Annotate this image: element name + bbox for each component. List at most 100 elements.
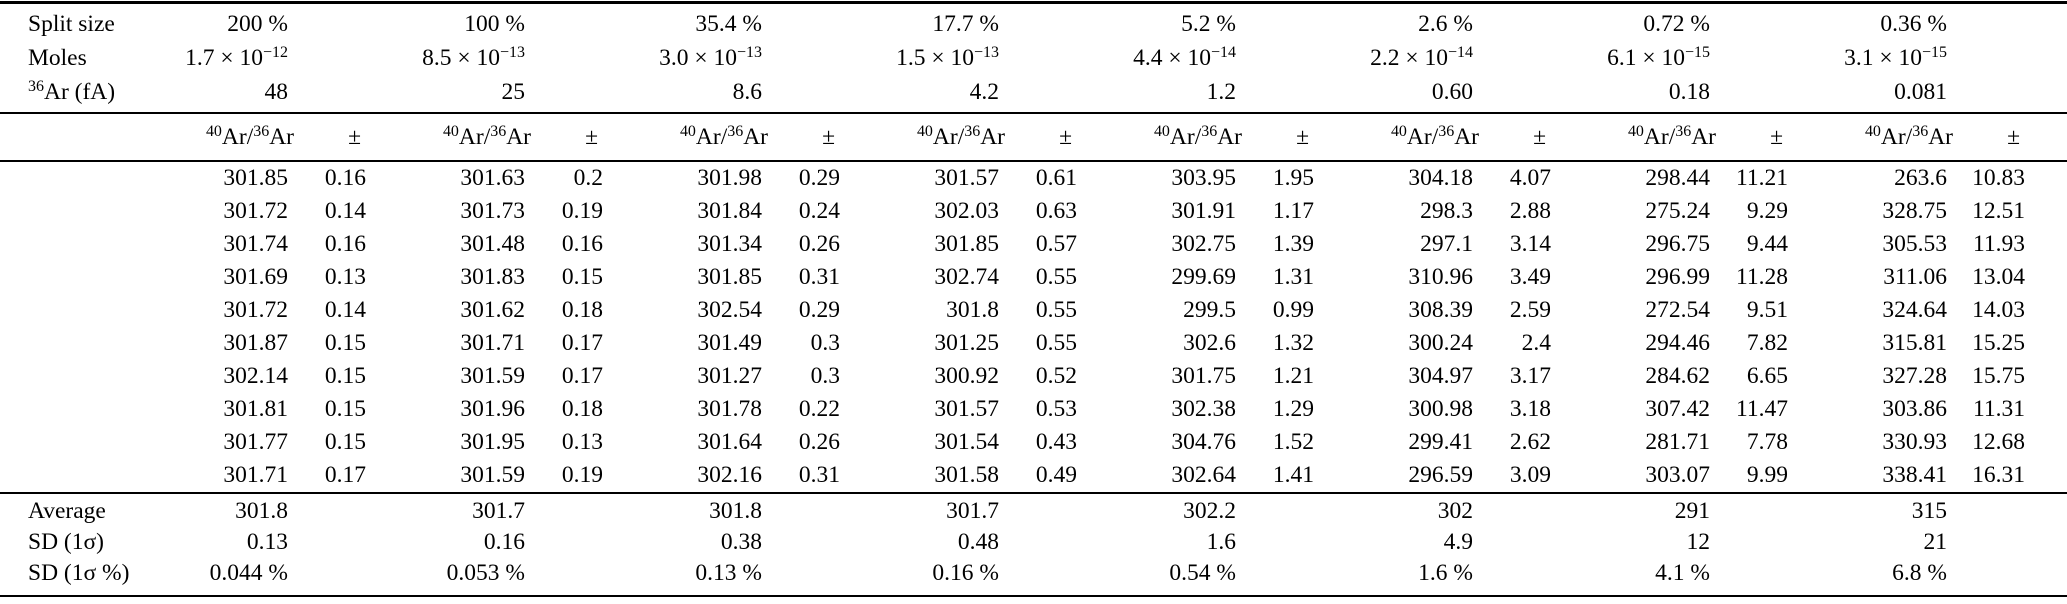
uncertainty-value-cell: 1.32: [1272, 329, 1314, 356]
ratio-value-cell: 302.64: [1171, 461, 1236, 488]
summary-value-cell: 1.6 %: [1418, 559, 1473, 586]
ratio-value-cell: 301.85: [223, 164, 288, 191]
row-label-empty: [0, 426, 170, 459]
uncertainty-value-cell: 0.14: [324, 296, 366, 323]
summary-value-cell: 301.7: [946, 497, 999, 524]
ratio-value-cell: 305.53: [1882, 230, 1947, 257]
superscript: 40: [1390, 122, 1407, 140]
split-column-value: 0.18: [1592, 75, 1829, 109]
measurement-row: 301.71 0.17 301.59 0.19 302.16 0.31 301.58 0.49…: [0, 459, 2067, 492]
uncertainty-value-cell: 0.43: [1035, 428, 1077, 455]
row-label-empty: [0, 360, 170, 393]
superscript: 40: [679, 122, 696, 140]
ratio-column-header: 40Ar/36Ar: [407, 114, 533, 160]
ratio-value-cell: 338.41: [1882, 461, 1947, 488]
split-column-value: 0.72 %: [1592, 7, 1829, 41]
uncertainty-value-cell: 0.24: [798, 197, 840, 224]
ratio-value-cell: 301.84: [697, 197, 762, 224]
split-column-value: 8.6: [644, 75, 881, 109]
split-column-value: 2.2 × 10−14: [1355, 41, 1592, 75]
uncertainty-value-cell: 0.55: [1035, 263, 1077, 290]
uncertainty-value-cell: 0.57: [1035, 230, 1077, 257]
row-label-empty: [0, 459, 170, 492]
text-run: Ar: [1928, 123, 1953, 150]
uncertainty-value-cell: 0.17: [324, 461, 366, 488]
split-column-value: 100 %: [407, 7, 644, 41]
uncertainty-value-cell: 1.95: [1272, 164, 1314, 191]
ratio-value-cell: 301.74: [223, 230, 288, 257]
uncertainty-value-cell: 0.29: [798, 296, 840, 323]
ratio-header-row: 40Ar/36Ar ±40Ar/36Ar ±40Ar/36Ar ±40Ar/36Ar ±…: [0, 114, 2067, 160]
split-column-value: 0.081: [1829, 75, 2066, 109]
summary-value-cell: 301.7: [472, 497, 525, 524]
ratio-value-cell: 301.87: [223, 329, 288, 356]
summary-value-cell: 0.16 %: [932, 559, 999, 586]
split-column-value: 1.2: [1118, 75, 1355, 109]
uncertainty-column-header: ±: [1296, 123, 1309, 150]
rule-after-data: [0, 491, 2067, 494]
uncertainty-value-cell: 12.51: [1972, 197, 2025, 224]
ratio-value-cell: 301.98: [697, 164, 762, 191]
uncertainty-value-cell: 0.19: [561, 461, 603, 488]
ratio-value-cell: 301.71: [223, 461, 288, 488]
ratio-value-cell: 301.85: [934, 230, 999, 257]
uncertainty-value-cell: 0.22: [798, 395, 840, 422]
header-info-row: Moles 1.7 × 10−12 8.5 × 10−13 3.0 × 10−13 1.…: [0, 41, 2067, 75]
text-run: 1.5 × 10: [896, 44, 975, 71]
ratio-value-cell: 301.8: [946, 296, 999, 323]
rule-after-header: [0, 159, 2067, 162]
uncertainty-value-cell: 1.17: [1272, 197, 1314, 224]
text-run: Ar/: [695, 123, 728, 150]
superscript: 40: [1864, 122, 1881, 140]
uncertainty-value-cell: 13.04: [1972, 263, 2025, 290]
ratio-value-cell: 301.57: [934, 395, 999, 422]
uncertainty-value-cell: 1.41: [1272, 461, 1314, 488]
text-run: 4.2: [969, 78, 999, 105]
uncertainty-value-cell: 0.15: [324, 329, 366, 356]
summary-value-cell: 301.8: [235, 497, 288, 524]
superscript: 40: [916, 122, 933, 140]
split-column-value: 4.2: [881, 75, 1118, 109]
uncertainty-value-cell: 0.52: [1035, 362, 1077, 389]
uncertainty-value-cell: 0.16: [561, 230, 603, 257]
ratio-value-cell: 304.97: [1408, 362, 1473, 389]
superscript: −15: [1685, 43, 1710, 61]
ratio-value-cell: 299.5: [1183, 296, 1236, 323]
row-label-empty: [0, 294, 170, 327]
uncertainty-value-cell: 0.3: [810, 329, 840, 356]
superscript: 40: [1627, 122, 1644, 140]
uncertainty-value-cell: 0.17: [561, 362, 603, 389]
ratio-value-cell: 296.59: [1408, 461, 1473, 488]
superscript: 36: [1675, 122, 1692, 140]
split-column-value: 48: [170, 75, 407, 109]
ratio-value-cell: 301.27: [697, 362, 762, 389]
uncertainty-value-cell: 0.15: [324, 362, 366, 389]
superscript: −15: [1922, 43, 1947, 61]
ratio-value-cell: 310.96: [1408, 263, 1473, 290]
superscript: −13: [974, 43, 999, 61]
summary-value-cell: 0.16: [483, 528, 525, 555]
superscript: −14: [1448, 43, 1473, 61]
ratio-value-cell: 303.95: [1171, 164, 1236, 191]
uncertainty-value-cell: 3.09: [1509, 461, 1551, 488]
ratio-value-cell: 298.44: [1645, 164, 1710, 191]
superscript: 36: [490, 122, 507, 140]
uncertainty-value-cell: 7.78: [1746, 428, 1788, 455]
ratio-column-header: 40Ar/36Ar: [644, 114, 770, 160]
summary-value-cell: 21: [1923, 528, 1948, 555]
uncertainty-value-cell: 0.29: [798, 164, 840, 191]
split-column-value: 8.5 × 10−13: [407, 41, 644, 75]
text-run: Ar/: [1406, 123, 1439, 150]
ratio-column-header: 40Ar/36Ar: [1118, 114, 1244, 160]
uncertainty-value-cell: 0.19: [561, 197, 603, 224]
ratio-value-cell: 301.73: [460, 197, 525, 224]
row-label-empty: [0, 162, 170, 195]
row-label: Moles: [0, 41, 170, 75]
uncertainty-value-cell: 0.49: [1035, 461, 1077, 488]
split-column-value: 25: [407, 75, 644, 109]
superscript: 36: [1201, 122, 1218, 140]
uncertainty-value-cell: 9.29: [1746, 197, 1788, 224]
text-run: 48: [264, 78, 289, 105]
ratio-value-cell: 301.25: [934, 329, 999, 356]
table-bottom-rule: [0, 594, 2067, 597]
